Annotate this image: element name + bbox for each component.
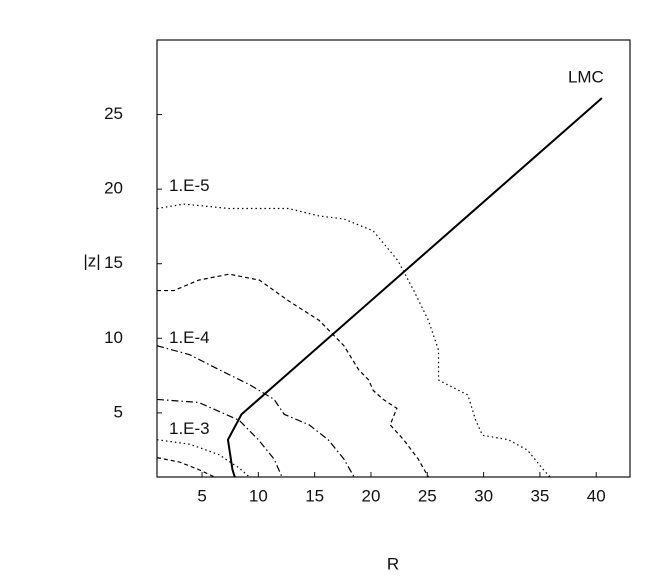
x-tick-label: 25	[418, 486, 437, 505]
contour-line	[156, 398, 283, 478]
y-tick-label: 25	[104, 104, 123, 123]
x-tick-label: 10	[249, 486, 268, 505]
x-tick-label: 5	[197, 486, 206, 505]
line-label: LMC	[568, 68, 604, 87]
x-tick-label: 20	[362, 486, 381, 505]
x-tick-label: 35	[530, 486, 549, 505]
line-label: 1.E-4	[169, 328, 210, 347]
contour-line	[156, 457, 215, 478]
y-axis-label: |z|	[83, 251, 100, 270]
plot-frame	[156, 39, 631, 478]
x-tick-label: 15	[305, 486, 324, 505]
contour-line	[156, 439, 250, 478]
line-label: 1.E-5	[169, 176, 210, 195]
y-tick-label: 10	[104, 328, 123, 347]
x-tick-label: 40	[587, 486, 606, 505]
x-tick-label: 30	[474, 486, 493, 505]
x-axis-label: R	[387, 554, 399, 573]
y-tick-label: 15	[104, 253, 123, 272]
contour-line	[156, 345, 355, 478]
contour-line	[156, 203, 551, 478]
contour-line	[157, 273, 429, 478]
contour-line	[226, 97, 603, 478]
y-tick-label: 5	[114, 402, 123, 421]
y-tick-label: 20	[104, 179, 123, 198]
line-label: 1.E-3	[169, 419, 210, 438]
